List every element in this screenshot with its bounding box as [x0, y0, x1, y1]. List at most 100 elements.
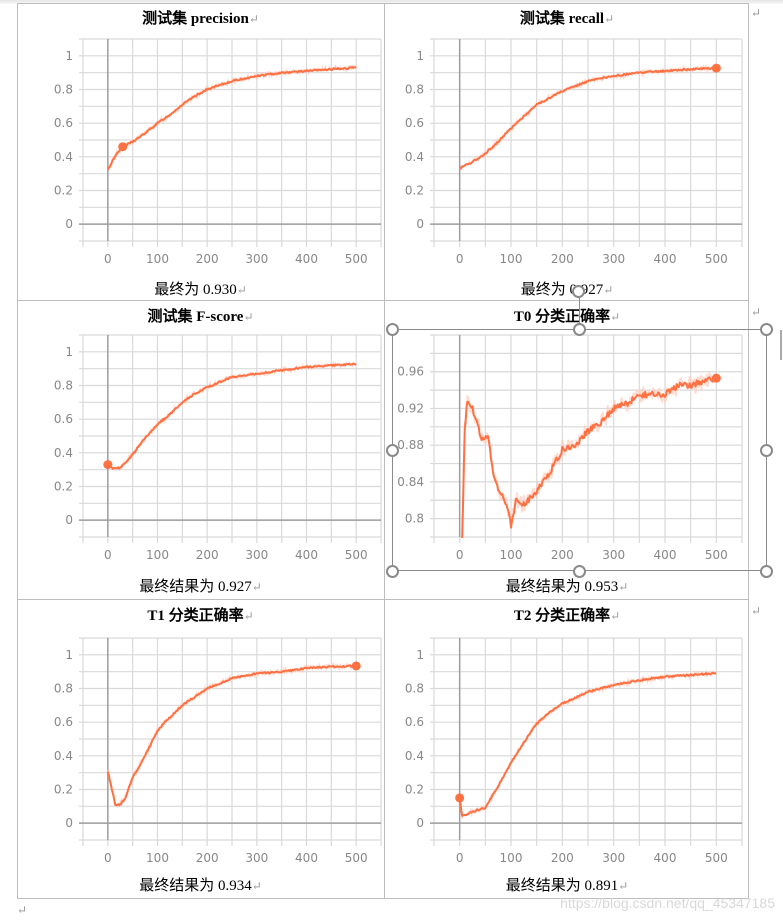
paragraph-mark: ↵ [17, 903, 28, 917]
watermark: https://blog.csdn.net/qq_45347185 [560, 895, 775, 911]
svg-text:200: 200 [551, 851, 574, 865]
chart-caption: 最终结果为 0.934↵ [139, 878, 262, 894]
table-cell-recall: 测试集 recall↵ 0 0.2 0.4 0.6 0.8 1 0 100 200 300 400 5… [385, 3, 749, 300]
svg-text:500: 500 [705, 548, 728, 562]
svg-text:0: 0 [65, 513, 73, 527]
svg-text:0.4: 0.4 [405, 150, 424, 164]
svg-text:0.2: 0.2 [405, 783, 424, 797]
svg-text:0.6: 0.6 [54, 715, 73, 729]
svg-text:0.8: 0.8 [405, 83, 424, 97]
svg-text:300: 300 [602, 548, 625, 562]
svg-text:0.8: 0.8 [54, 379, 73, 393]
resize-handle-bottom-right[interactable] [760, 565, 773, 578]
svg-text:1: 1 [416, 648, 424, 662]
svg-text:0: 0 [65, 217, 73, 231]
svg-text:0.92: 0.92 [397, 401, 424, 415]
svg-text:300: 300 [245, 548, 268, 562]
svg-text:400: 400 [654, 252, 677, 266]
chart-title: T0 分类正确率↵ [513, 309, 621, 325]
resize-handle-bottom[interactable] [573, 565, 586, 578]
chart-title: T2 分类正确率↵ [513, 608, 621, 624]
resize-handle-bottom-left[interactable] [386, 565, 399, 578]
chart-caption: 最终结果为 0.927↵ [139, 579, 262, 595]
svg-text:0: 0 [65, 816, 73, 830]
resize-handle-left[interactable] [386, 444, 399, 457]
t0-chart[interactable]: 0.8 0.84 0.88 0.92 0.96 0 100 200 300 400 500 [397, 331, 748, 571]
svg-text:0: 0 [456, 548, 464, 562]
svg-text:0: 0 [456, 252, 464, 266]
window-top-band [0, 0, 783, 4]
svg-text:1: 1 [65, 345, 73, 359]
svg-text:400: 400 [295, 548, 318, 562]
svg-text:0.4: 0.4 [54, 446, 73, 460]
table-row-divider [17, 599, 749, 600]
table-column-divider [384, 3, 385, 899]
chart-caption: 最终为 0.930↵ [154, 282, 247, 298]
svg-text:400: 400 [295, 851, 318, 865]
resize-handle-top-right[interactable] [760, 323, 773, 336]
svg-text:1: 1 [65, 49, 73, 63]
svg-text:0.8: 0.8 [405, 682, 424, 696]
svg-text:300: 300 [245, 252, 268, 266]
svg-text:100: 100 [500, 252, 523, 266]
svg-text:1: 1 [65, 648, 73, 662]
svg-text:300: 300 [602, 851, 625, 865]
svg-text:0: 0 [104, 548, 112, 562]
svg-text:0.6: 0.6 [54, 116, 73, 130]
chart-title: 测试集 recall↵ [519, 11, 615, 27]
resize-handle-top-left[interactable] [386, 323, 399, 336]
svg-text:300: 300 [245, 851, 268, 865]
svg-text:500: 500 [345, 851, 368, 865]
svg-text:200: 200 [196, 252, 219, 266]
svg-text:400: 400 [654, 851, 677, 865]
svg-text:0.2: 0.2 [54, 480, 73, 494]
image-selection-frame [392, 329, 767, 571]
svg-text:500: 500 [345, 548, 368, 562]
svg-text:0.96: 0.96 [397, 365, 424, 379]
svg-text:0: 0 [416, 816, 424, 830]
chart-caption: 最终结果为 0.953↵ [505, 579, 629, 595]
svg-text:0: 0 [456, 851, 464, 865]
svg-text:0.8: 0.8 [405, 512, 424, 526]
chart-caption: 最终为 0.927↵ [520, 282, 614, 298]
resize-handle-right[interactable] [760, 444, 773, 457]
svg-text:400: 400 [295, 252, 318, 266]
svg-text:100: 100 [500, 548, 523, 562]
svg-text:0.4: 0.4 [405, 749, 424, 763]
resize-handle-top[interactable] [573, 323, 586, 336]
table-cell-t1: T1 分类正确率↵ 0 0.2 0.4 0.6 0.8 1 0 100 200 300 400 500… [17, 600, 384, 898]
image-table [17, 3, 749, 899]
chart-caption: 最终结果为 0.891↵ [505, 878, 629, 894]
svg-text:0: 0 [104, 252, 112, 266]
svg-text:200: 200 [196, 851, 219, 865]
svg-text:0.4: 0.4 [54, 749, 73, 763]
svg-text:200: 200 [551, 548, 574, 562]
t1-chart: 0 0.2 0.4 0.6 0.8 1 0 100 200 300 400 500 [54, 637, 382, 865]
svg-text:500: 500 [705, 851, 728, 865]
svg-text:0.84: 0.84 [397, 475, 424, 489]
svg-text:0.6: 0.6 [54, 412, 73, 426]
table-cell-t2: T2 分类正确率↵ 0 0.2 0.4 0.6 0.8 1 0 100 200 300 400 500… [385, 600, 749, 898]
svg-text:0.6: 0.6 [405, 715, 424, 729]
chart-title: 测试集 precision↵ [142, 11, 259, 27]
svg-text:100: 100 [146, 851, 169, 865]
svg-text:100: 100 [500, 851, 523, 865]
svg-text:0.6: 0.6 [405, 116, 424, 130]
rotate-handle[interactable] [572, 285, 585, 298]
svg-text:100: 100 [146, 252, 169, 266]
table-row-divider [17, 300, 749, 301]
svg-text:300: 300 [602, 252, 625, 266]
svg-text:500: 500 [345, 252, 368, 266]
svg-text:0.2: 0.2 [54, 184, 73, 198]
svg-text:100: 100 [146, 548, 169, 562]
rotate-handle-stem [579, 297, 580, 329]
paragraph-mark: ↵ [751, 305, 762, 319]
chart-title: 测试集 F-score↵ [147, 309, 254, 325]
table-cell-fscore: 测试集 F-score↵ 0 0.2 0.4 0.6 0.8 1 0 100 200 300 400… [17, 301, 384, 599]
svg-text:500: 500 [705, 252, 728, 266]
svg-text:0.8: 0.8 [54, 83, 73, 97]
svg-text:1: 1 [416, 49, 424, 63]
paragraph-mark: ↵ [751, 6, 762, 20]
svg-text:0.2: 0.2 [405, 184, 424, 198]
svg-text:200: 200 [551, 252, 574, 266]
